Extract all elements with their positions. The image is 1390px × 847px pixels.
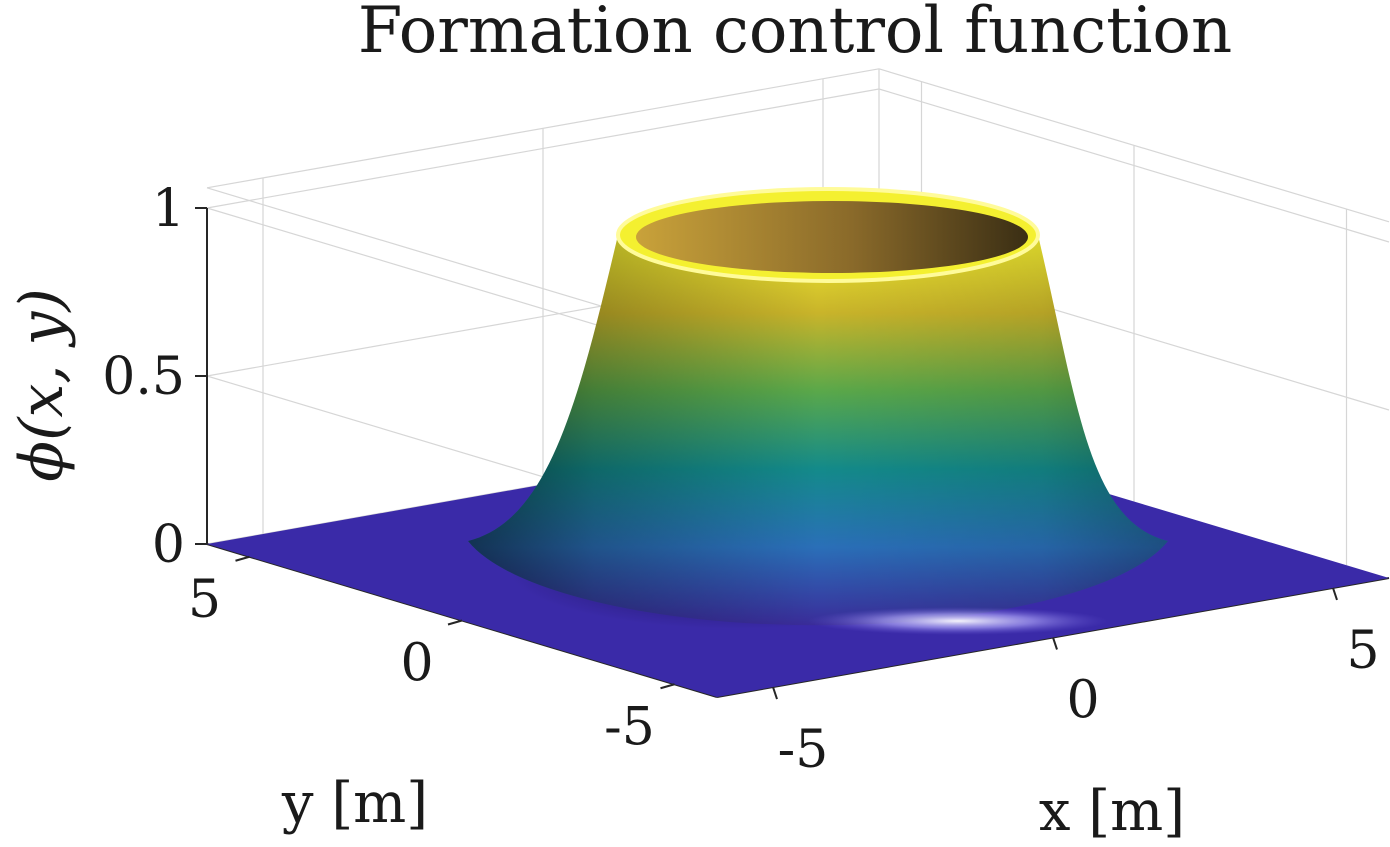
y-tick-mark [660, 683, 675, 690]
y-tick-label: 5 [188, 570, 221, 630]
y-axis-ticks: -5 0 5 [188, 555, 675, 757]
x-tick-label: 5 [1346, 621, 1379, 681]
x-tick-mark [772, 686, 778, 700]
x-tick-label: -5 [778, 720, 829, 780]
y-tick-mark [235, 555, 250, 562]
chart-title: Formation control function [358, 0, 1232, 68]
z-axis-label: ϕ(x, y) [7, 288, 77, 482]
x-tick-mark [1332, 587, 1338, 601]
surface-specular-highlight [808, 607, 1108, 635]
y-tick-label: 0 [400, 634, 433, 694]
surface-ring-shading [468, 235, 1168, 626]
y-axis-label: y [m] [281, 771, 428, 836]
x-axis-ticks: -5 0 5 [772, 587, 1380, 780]
surface-ring-inner [636, 201, 1028, 273]
z-axis-ticks: 00.51 [102, 179, 207, 575]
x-tick-mark [1052, 637, 1058, 650]
surface-plot [207, 187, 1389, 697]
x-tick-label: 0 [1066, 671, 1099, 731]
z-tick-label: 0.5 [102, 347, 185, 407]
x-axis-label: x [m] [1039, 779, 1185, 844]
y-tick-mark [447, 619, 463, 626]
y-tick-label: -5 [604, 697, 655, 757]
z-tick-label: 0 [152, 515, 185, 575]
z-tick-label: 1 [152, 179, 185, 239]
